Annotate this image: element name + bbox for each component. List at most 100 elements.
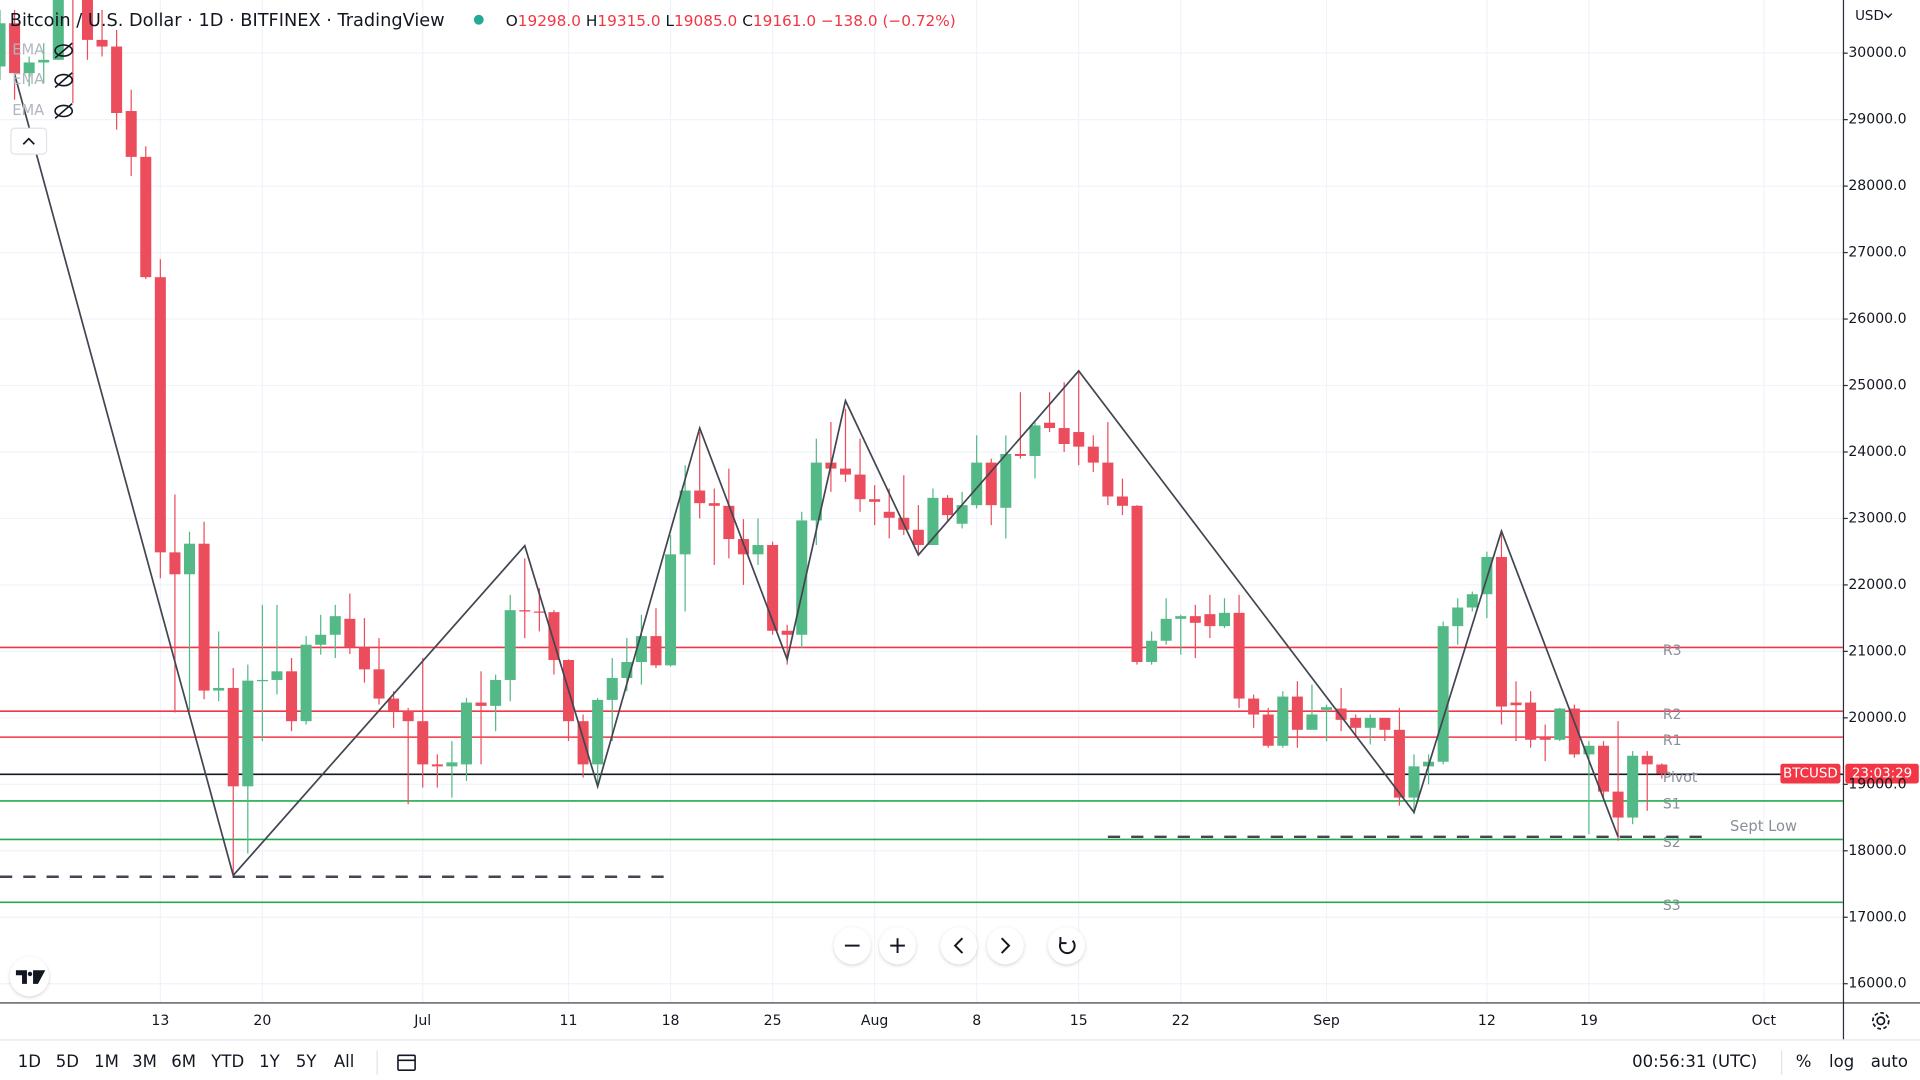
calendar-icon[interactable] [397, 1054, 416, 1071]
candle-body [1554, 708, 1566, 740]
candle-body [1612, 791, 1624, 818]
candle-body [271, 671, 283, 680]
range-button[interactable]: YTD [210, 1052, 244, 1071]
candle-body [417, 721, 429, 765]
level-label: Pivot [1663, 770, 1698, 786]
x-tick-label: 19 [1580, 1013, 1598, 1029]
candle-body [1627, 755, 1639, 818]
candle-body [708, 503, 720, 506]
candle-body [839, 468, 851, 475]
logo-mark [15, 970, 46, 984]
collapse-button[interactable] [10, 127, 48, 155]
y-tick-label: 21000.0 [1848, 643, 1906, 659]
hidden-icons[interactable] [54, 42, 74, 119]
candle-body [1175, 616, 1187, 619]
candle-body [1262, 714, 1274, 746]
ohlc-key: L [666, 11, 675, 29]
percent-toggle[interactable]: % [1796, 1052, 1812, 1071]
range-button[interactable]: 3M [132, 1052, 157, 1071]
range-button[interactable]: 1D [18, 1052, 41, 1071]
candle-body [1452, 607, 1464, 627]
candle-body [1568, 708, 1580, 755]
scroll-right-button[interactable] [986, 927, 1024, 965]
candle-body [1393, 729, 1405, 798]
candle-body [1073, 432, 1085, 447]
candle-body [577, 721, 589, 765]
y-tick-label: 17000.0 [1848, 909, 1906, 925]
candle-body [1277, 696, 1289, 746]
low-label: Sept Low [1730, 818, 1797, 835]
candle-body [1335, 708, 1347, 720]
log-toggle[interactable]: log [1829, 1052, 1854, 1071]
y-tick-label: 18000.0 [1848, 843, 1906, 859]
y-tick-label: 28000.0 [1848, 178, 1906, 194]
x-tick-label: 12 [1478, 1013, 1496, 1029]
navigation-icons [844, 936, 1076, 955]
candle-body [256, 679, 268, 682]
candle-body [752, 545, 764, 555]
reset-button[interactable] [1048, 927, 1085, 965]
range-button[interactable]: 1M [94, 1052, 119, 1071]
x-tick-label: Oct [1752, 1013, 1777, 1029]
candle-body [869, 499, 881, 502]
ohlc-value: 19161.0 [753, 11, 816, 29]
range-button[interactable]: 5D [56, 1052, 79, 1071]
candle-body [1495, 556, 1507, 707]
x-tick-label: 8 [972, 1013, 981, 1029]
logo[interactable] [9, 956, 49, 997]
candle-body [912, 529, 924, 546]
auto-toggle[interactable]: auto [1871, 1052, 1908, 1071]
candle-body [810, 462, 822, 521]
candle-body [460, 702, 472, 765]
range-button[interactable]: 5Y [296, 1052, 317, 1071]
x-tick-label: Aug [861, 1013, 888, 1029]
candle-body [1656, 764, 1668, 774]
indicator-label: EMA [12, 71, 44, 88]
candle-body [621, 662, 633, 678]
candle-body [1525, 702, 1537, 740]
candle-body [635, 636, 647, 663]
candle-body [1204, 614, 1216, 627]
logo-dot [27, 971, 33, 977]
symbol-title: Bitcoin / U.S. Dollar · 1D · BITFINEX · … [10, 10, 445, 31]
candle-body [1000, 453, 1012, 508]
y-tick-label: 20000.0 [1848, 710, 1906, 726]
candle-body [1029, 425, 1041, 456]
countdown: 23:03:29 [1852, 766, 1912, 782]
currency-label[interactable]: USD [1855, 8, 1884, 24]
candle-body [737, 539, 749, 555]
candle-body [388, 698, 400, 712]
range-button[interactable]: 6M [171, 1052, 196, 1071]
x-tick-label: 11 [560, 1013, 578, 1029]
y-tick-label: 16000.0 [1848, 976, 1906, 992]
candle-body [1321, 707, 1333, 710]
range-button[interactable]: 1Y [259, 1052, 280, 1071]
x-tick-label: Sep [1313, 1013, 1340, 1029]
candle-body [0, 23, 6, 67]
candle-body [1044, 422, 1056, 429]
symbol-tag [1780, 763, 1841, 784]
price-tag [1845, 763, 1919, 784]
candle-body [475, 702, 487, 706]
settings-icon[interactable] [1872, 1011, 1890, 1030]
range-button[interactable]: All [334, 1052, 354, 1071]
ohlc-key: O [506, 11, 518, 29]
y-tick-label: 24000.0 [1848, 444, 1906, 460]
candle-body [1306, 714, 1318, 730]
level-label: S2 [1663, 835, 1681, 851]
scroll-left-button[interactable] [940, 927, 978, 965]
x-tick-label: 13 [151, 1013, 169, 1029]
candle-body [1350, 717, 1362, 728]
candle-body [140, 156, 152, 278]
candle-body [286, 671, 298, 722]
y-tick-label: 23000.0 [1848, 510, 1906, 526]
candle-body [52, 0, 64, 60]
candle-body [96, 39, 108, 47]
y-tick-label: 26000.0 [1848, 311, 1906, 327]
candle-body [592, 699, 604, 765]
zigzag-line [13, 73, 1619, 878]
level-label: S1 [1663, 797, 1681, 813]
candle-body [227, 687, 239, 787]
candle-body [344, 618, 356, 648]
candle-body [606, 677, 618, 700]
